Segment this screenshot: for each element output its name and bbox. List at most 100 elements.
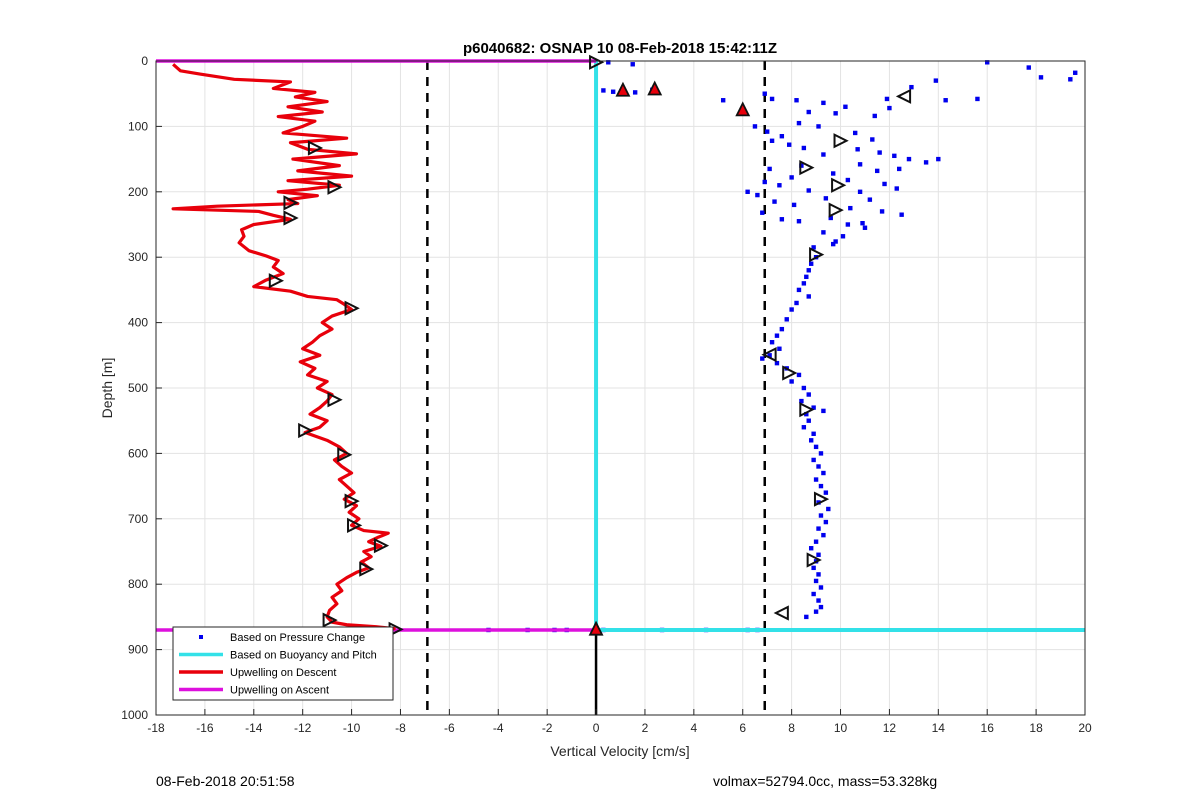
x-tick-label: -12 — [294, 721, 312, 735]
x-tick-label: -18 — [147, 721, 165, 735]
ascent-triangle-marker — [828, 202, 844, 218]
pressure-change-point — [862, 225, 868, 230]
pressure-change-point — [830, 171, 836, 176]
pressure-change-point — [818, 604, 824, 610]
x-tick-label: -10 — [343, 721, 361, 735]
pressure-change-point — [975, 96, 980, 102]
pressure-change-point — [777, 183, 782, 188]
pressure-change-point — [811, 431, 816, 436]
pressure-change-point — [811, 405, 816, 410]
pressure-change-point — [887, 105, 892, 111]
y-tick-label: 0 — [141, 54, 148, 68]
pressure-change-point — [804, 274, 809, 280]
pressure-change-point — [813, 609, 819, 614]
pressure-change-point — [796, 219, 802, 224]
descent-triangle-marker — [347, 517, 363, 533]
pressure-change-point — [1026, 65, 1031, 70]
pressure-change-point — [804, 411, 809, 417]
pressure-change-point — [760, 356, 765, 361]
pressure-change-point — [606, 60, 611, 65]
pressure-change-point — [632, 90, 638, 95]
y-axis-label: Depth [m] — [99, 358, 115, 419]
y-tick-label: 500 — [128, 381, 148, 395]
x-tick-label: -4 — [493, 721, 504, 735]
pressure-change-point — [779, 134, 785, 139]
pressure-change-point — [806, 268, 811, 273]
pressure-change-point — [779, 217, 785, 222]
pressure-change-point — [767, 166, 772, 172]
pressure-change-point — [767, 353, 772, 358]
pressure-change-point — [882, 181, 887, 187]
pressure-change-point — [804, 614, 809, 620]
ascent-triangle-marker — [799, 159, 815, 176]
pressure-change-point — [872, 113, 877, 119]
pressure-change-point — [1038, 75, 1044, 80]
pressure-change-point — [801, 145, 807, 151]
filled-triangle-marker — [647, 80, 663, 96]
pressure-change-point — [760, 210, 765, 215]
descent-triangle-marker — [337, 447, 353, 463]
pressure-change-point — [794, 98, 799, 103]
pressure-change-point — [884, 96, 890, 102]
legend-label: Based on Pressure Change — [230, 632, 365, 644]
pressure-change-point — [769, 96, 775, 102]
pressure-change-point — [720, 98, 726, 103]
pressure-change-point — [813, 444, 819, 450]
pressure-change-point — [821, 470, 826, 476]
pressure-change-point — [874, 168, 880, 174]
pressure-change-point — [774, 360, 780, 366]
pressure-change-point — [909, 84, 914, 90]
pressure-change-point — [828, 215, 833, 221]
x-tick-label: 12 — [883, 721, 897, 735]
x-tick-label: 6 — [739, 721, 746, 735]
descent-triangle-marker — [268, 273, 285, 289]
pressure-change-point — [764, 129, 770, 134]
pressure-change-point — [774, 333, 780, 338]
x-tick-label: 20 — [1078, 721, 1092, 735]
y-tick-label: 600 — [128, 446, 148, 460]
pressure-change-point — [808, 546, 814, 551]
pressure-change-point — [601, 88, 606, 93]
pressure-change-point — [821, 152, 826, 157]
legend-swatch-dot — [199, 635, 203, 639]
ascent-triangle-marker — [782, 365, 798, 381]
pressure-change-point — [772, 199, 777, 204]
pressure-change-point — [821, 230, 826, 235]
descent-triangle-marker — [344, 300, 360, 316]
ascent-triangle-marker — [806, 552, 822, 568]
pressure-change-point — [752, 124, 758, 129]
pressure-change-point — [816, 552, 821, 557]
y-tick-label: 800 — [128, 577, 148, 591]
pressure-change-point — [811, 245, 816, 250]
pressure-change-point — [784, 317, 789, 322]
pressure-change-point — [811, 457, 816, 463]
ascent-triangle-marker — [833, 133, 849, 149]
pressure-change-point — [779, 326, 785, 332]
pressure-change-point — [843, 104, 848, 109]
pressure-change-point — [816, 572, 821, 577]
pressure-change-point — [833, 239, 838, 244]
x-tick-label: -8 — [395, 721, 406, 735]
x-tick-label: -6 — [444, 721, 455, 735]
descent-triangle-marker — [283, 210, 299, 226]
y-tick-label: 300 — [128, 250, 148, 264]
pressure-change-point — [789, 175, 794, 180]
pressure-change-point — [821, 532, 826, 538]
pressure-change-point — [762, 91, 767, 96]
pressure-change-point — [818, 513, 824, 518]
y-tick-label: 700 — [128, 512, 148, 526]
pressure-change-point — [816, 464, 821, 469]
pressure-change-point — [899, 212, 904, 217]
descent-triangle-marker — [359, 561, 375, 577]
pressure-change-point — [791, 202, 797, 208]
pressure-change-point — [769, 340, 775, 345]
pressure-change-point — [830, 241, 836, 247]
pressure-change-point — [852, 130, 858, 136]
pressure-change-point — [630, 62, 635, 67]
x-tick-label: 2 — [642, 721, 649, 735]
filled-triangle-marker — [615, 81, 631, 97]
pressure-change-point — [806, 418, 811, 423]
pressure-change-point — [826, 506, 831, 512]
ascent-triangle-marker — [799, 401, 815, 418]
x-tick-label: 4 — [690, 721, 697, 735]
